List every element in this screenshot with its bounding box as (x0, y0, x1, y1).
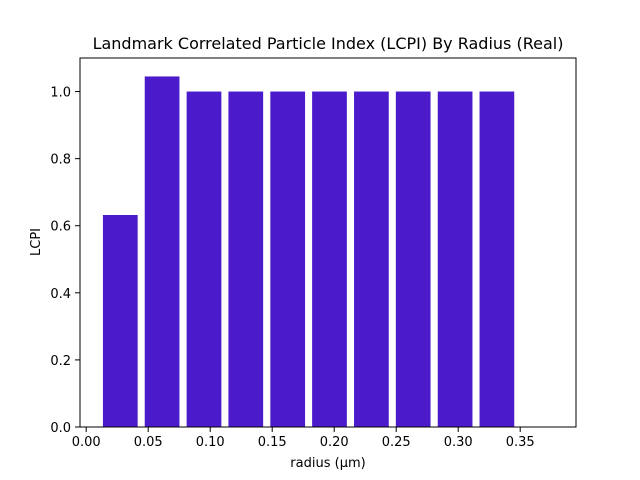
y-tick-label: 1.0 (50, 86, 71, 101)
x-tick-label: 0.15 (258, 435, 287, 450)
x-tick-label: 0.00 (72, 435, 101, 450)
plot-frame (79, 57, 577, 428)
x-axis-label: radius (µm) (290, 456, 365, 471)
y-tick-label: 0.0 (50, 421, 71, 436)
bar (437, 91, 473, 427)
x-tick-label: 0.10 (196, 435, 225, 450)
x-tick-label: 0.20 (320, 435, 349, 450)
bar (270, 91, 306, 427)
bar (312, 91, 347, 427)
bar (102, 214, 138, 427)
bar (395, 91, 431, 427)
y-tick-label: 0.8 (50, 153, 71, 168)
y-tick-label: 0.6 (50, 220, 71, 235)
x-tick-label: 0.35 (506, 435, 535, 450)
y-axis-label: LCPI (29, 228, 44, 256)
y-tick-label: 0.2 (50, 354, 71, 369)
chart-title: Landmark Correlated Particle Index (LCPI… (93, 34, 564, 53)
bar (354, 91, 389, 427)
bars-group (102, 76, 515, 427)
x-tick-label: 0.30 (444, 435, 473, 450)
y-tick-label: 0.4 (50, 287, 71, 302)
y-axis-ticks: 0.0 0.2 0.4 0.6 0.8 1.0 (50, 86, 80, 436)
x-tick-label: 0.25 (382, 435, 411, 450)
x-tick-label: 0.05 (134, 435, 163, 450)
bar (479, 91, 515, 427)
x-axis-ticks: 0.00 0.05 0.10 0.15 0.20 0.25 0.30 0.35 (72, 427, 535, 450)
bar (186, 91, 222, 427)
bar (144, 76, 180, 427)
bar (228, 91, 264, 427)
